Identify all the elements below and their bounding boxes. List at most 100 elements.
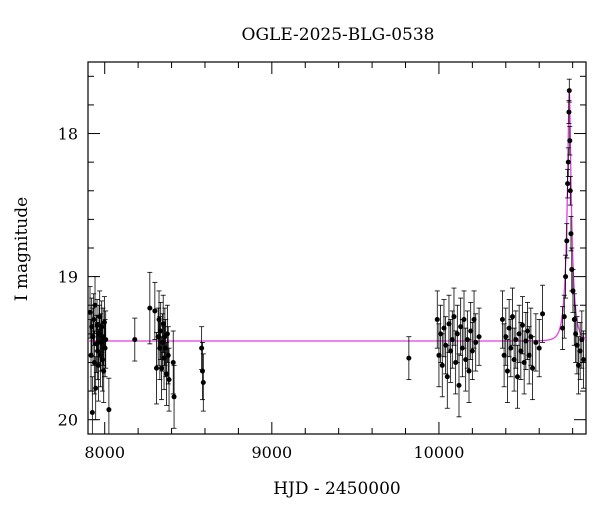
data-point [566,100,572,124]
point-marker [159,365,165,371]
data-point [164,304,170,363]
data-point [514,344,520,409]
data-point [439,333,445,398]
point-marker [511,357,517,363]
point-marker [199,345,205,351]
data-point [571,293,577,346]
data-point [580,330,586,389]
model-curve-layer [88,90,586,342]
data-point [441,299,447,358]
data-point [166,347,172,412]
point-marker [536,345,542,351]
point-marker [499,317,505,323]
point-marker [451,314,457,320]
point-marker [564,238,570,244]
data-point [165,326,171,385]
point-marker [570,288,576,294]
data-point [469,321,475,381]
data-point [536,319,542,378]
point-marker [95,362,101,368]
y-tick-label: 19 [58,268,78,287]
axis-ticks [88,62,586,434]
data-point [199,342,205,401]
point-marker [147,305,153,311]
point-marker [514,374,520,380]
point-marker [526,352,532,358]
point-marker [509,314,515,320]
point-marker [444,374,450,380]
point-marker [521,359,527,365]
point-marker [565,159,571,165]
data-point [518,321,524,381]
point-marker [163,345,169,351]
point-marker [159,339,165,345]
data-point [458,297,464,356]
point-marker [170,359,176,365]
point-marker [406,355,412,361]
data-point [567,125,573,156]
point-marker [573,331,579,337]
data-point [565,168,571,199]
point-marker [171,394,177,400]
point-marker [568,231,574,237]
point-marker [155,334,161,340]
data-point [533,313,539,372]
point-marker [91,317,97,323]
point-marker [199,368,205,374]
data-point [567,176,573,206]
point-marker [456,382,462,388]
point-marker [458,324,464,330]
tick-labels: 8000 9000 10000 18 19 20 [58,125,465,462]
model-curve [88,90,586,342]
point-marker [575,362,581,368]
data-point [163,319,169,378]
x-tick-label: 10000 [413,443,464,462]
x-axis-label: HJD - 2450000 [273,479,401,499]
point-marker [89,410,95,416]
y-tick-label: 20 [58,411,78,430]
data-point [156,290,162,349]
data-point [504,339,510,403]
data-point [503,307,509,366]
data-point [476,307,482,366]
data-point [454,304,460,363]
point-marker [164,371,170,377]
point-marker [579,337,585,343]
point-marker [468,328,474,334]
data-point [540,284,546,343]
point-marker [506,325,512,331]
point-marker [90,334,96,340]
point-marker [156,317,162,323]
data-point [519,296,525,355]
point-marker [501,352,507,358]
point-marker [566,88,572,94]
point-marker [516,331,522,337]
data-point [106,377,112,434]
data-point [563,254,569,299]
data-point [566,78,572,103]
point-marker [441,325,447,331]
data-point [568,216,574,252]
data-point [561,294,567,339]
data-point [509,287,515,346]
point-marker [523,338,529,344]
point-marker [434,317,440,323]
data-point [508,319,514,378]
data-point [158,301,164,361]
data-points-layer [88,78,586,434]
point-marker [508,345,514,351]
point-marker [563,274,569,280]
point-marker [166,377,172,383]
point-marker [471,317,477,323]
point-marker [157,345,163,351]
point-marker [473,339,479,345]
point-marker [503,334,509,340]
point-marker [560,325,566,331]
data-point [499,290,505,349]
plot-frame [87,61,587,435]
data-point [103,310,109,369]
point-marker [580,357,586,363]
point-marker [449,337,455,343]
x-tick-label: 9000 [251,443,292,462]
